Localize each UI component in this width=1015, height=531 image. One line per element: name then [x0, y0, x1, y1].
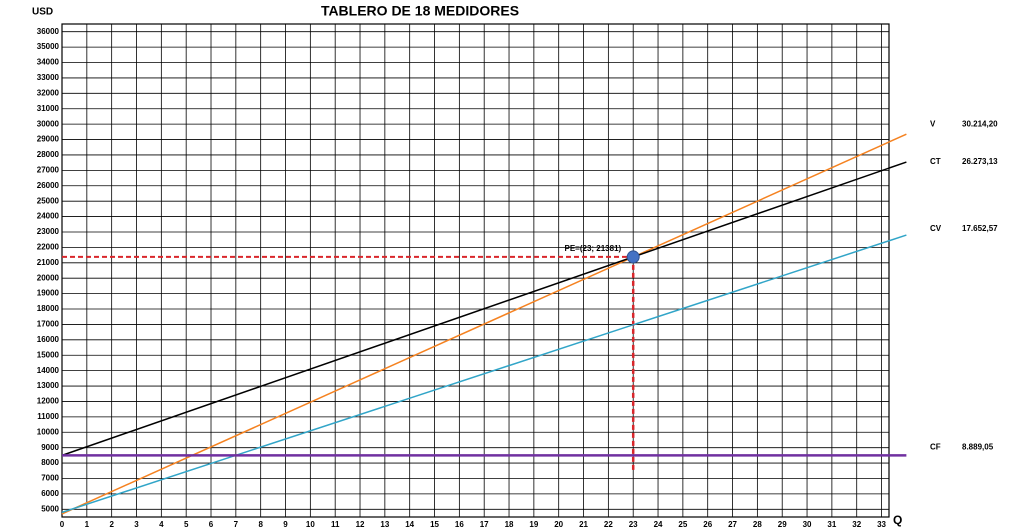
- y-tick-label: 23000: [37, 227, 60, 236]
- y-tick-label: 24000: [37, 212, 60, 221]
- series-line: [61, 161, 907, 457]
- x-tick-label: 23: [629, 520, 638, 529]
- x-tick-label: 24: [654, 520, 663, 529]
- end-value-label: 26.273,13: [962, 157, 998, 166]
- y-tick-label: 36000: [37, 27, 60, 36]
- y-tick-label: 12000: [37, 397, 60, 406]
- y-tick-label: 14000: [37, 366, 60, 375]
- y-tick-label: 30000: [37, 119, 60, 128]
- y-tick-label: 16000: [37, 335, 60, 344]
- end-value-label: 17.652,57: [962, 224, 998, 233]
- legend-label: CT: [930, 157, 941, 166]
- x-tick-label: 31: [827, 520, 836, 529]
- x-tick-label: 10: [306, 520, 315, 529]
- series-line: [61, 133, 907, 515]
- y-tick-label: 6000: [41, 489, 59, 498]
- x-tick-label: 5: [184, 520, 189, 529]
- x-tick-label: 20: [554, 520, 563, 529]
- x-tick-label: 6: [209, 520, 214, 529]
- y-tick-label: 35000: [37, 42, 60, 51]
- y-tick-label: 9000: [41, 443, 59, 452]
- x-tick-label: 13: [380, 520, 389, 529]
- series-line: [61, 234, 907, 514]
- y-tick-label: 27000: [37, 165, 60, 174]
- y-tick-label: 34000: [37, 58, 60, 67]
- y-tick-label: 22000: [37, 243, 60, 252]
- x-tick-label: 3: [134, 520, 139, 529]
- x-tick-label: 2: [109, 520, 114, 529]
- x-tick-label: 30: [803, 520, 812, 529]
- x-tick-label: 27: [728, 520, 737, 529]
- chart-title: TABLERO DE 18 MEDIDORES: [321, 3, 519, 19]
- x-tick-label: 9: [283, 520, 288, 529]
- y-tick-label: 32000: [37, 88, 60, 97]
- x-tick-label: 7: [234, 520, 239, 529]
- y-tick-label: 25000: [37, 196, 60, 205]
- y-tick-label: 15000: [37, 350, 60, 359]
- y-tick-label: 28000: [37, 150, 60, 159]
- x-tick-label: 0: [60, 520, 65, 529]
- y-tick-label: 26000: [37, 181, 60, 190]
- y-tick-label: 21000: [37, 258, 60, 267]
- x-tick-label: 33: [877, 520, 886, 529]
- legend-label: CV: [930, 224, 942, 233]
- y-tick-label: 13000: [37, 381, 60, 390]
- y-tick-label: 29000: [37, 135, 60, 144]
- y-tick-label: 5000: [41, 504, 59, 513]
- end-value-label: 30.214,20: [962, 119, 998, 128]
- end-value-label: 8.889,05: [962, 442, 994, 451]
- x-tick-label: 8: [258, 520, 263, 529]
- y-tick-label: 33000: [37, 73, 60, 82]
- x-tick-label: 19: [529, 520, 538, 529]
- y-tick-label: 10000: [37, 427, 60, 436]
- y-tick-label: 19000: [37, 289, 60, 298]
- y-axis-label: USD: [32, 7, 53, 18]
- x-tick-label: 25: [678, 520, 687, 529]
- x-tick-label: 4: [159, 520, 164, 529]
- x-tick-label: 14: [405, 520, 414, 529]
- x-tick-label: 16: [455, 520, 464, 529]
- x-tick-label: 21: [579, 520, 588, 529]
- x-tick-label: 11: [331, 520, 340, 529]
- legend-label: V: [930, 119, 936, 128]
- y-tick-label: 20000: [37, 273, 60, 282]
- x-tick-label: 28: [753, 520, 762, 529]
- y-tick-label: 8000: [41, 458, 59, 467]
- legend-label: CF: [930, 442, 941, 451]
- y-tick-label: 11000: [37, 412, 59, 421]
- x-tick-label: 32: [852, 520, 861, 529]
- y-tick-label: 18000: [37, 304, 60, 313]
- x-tick-label: 18: [505, 520, 514, 529]
- x-tick-label: 12: [356, 520, 365, 529]
- x-tick-label: 29: [778, 520, 787, 529]
- x-axis-label: Q: [893, 513, 902, 527]
- x-tick-label: 17: [480, 520, 489, 529]
- x-tick-label: 22: [604, 520, 613, 529]
- break-even-label: PE=(23; 21381): [564, 244, 621, 253]
- y-tick-label: 31000: [37, 104, 60, 113]
- x-tick-label: 15: [430, 520, 439, 529]
- x-tick-label: 1: [85, 520, 90, 529]
- break-even-point: [626, 250, 640, 264]
- y-tick-label: 7000: [41, 474, 59, 483]
- y-tick-label: 17000: [37, 320, 60, 329]
- x-tick-label: 26: [703, 520, 712, 529]
